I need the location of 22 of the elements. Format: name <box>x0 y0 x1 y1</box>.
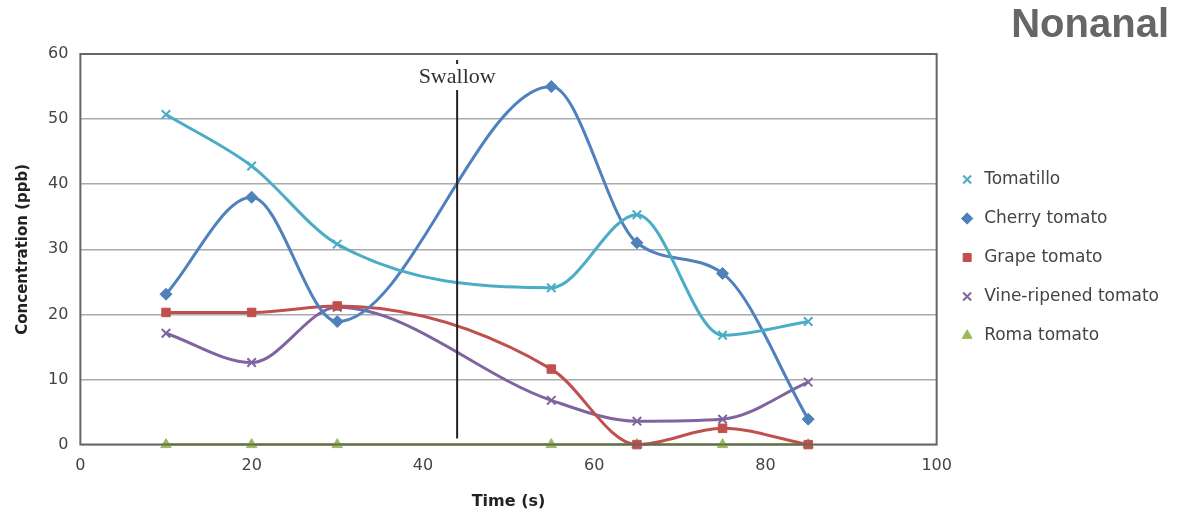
y-tick-label: 30 <box>48 238 69 258</box>
ref-line-label: Swallow <box>418 62 496 88</box>
x-axis-title: Time (s) <box>471 490 546 510</box>
y-tick-label: 60 <box>48 43 69 63</box>
y-tick-label: 20 <box>48 303 69 323</box>
legend-label: Vine-ripened tomato <box>984 284 1160 305</box>
legend-label: Grape tomato <box>984 245 1103 266</box>
x-tick-label: 100 <box>921 455 952 475</box>
x-tick-label: 0 <box>75 455 86 475</box>
y-tick-label: 10 <box>48 368 69 388</box>
y-axis-title: Concentration (ppb) <box>12 163 31 335</box>
text: Nonanal <box>1011 1 1169 46</box>
legend-label: Cherry tomato <box>984 206 1108 227</box>
x-tick-label: 60 <box>583 455 605 475</box>
legend-label: Tomatillo <box>983 167 1061 188</box>
legend-label: Roma tomato <box>984 323 1100 344</box>
y-tick-label: 40 <box>48 173 69 193</box>
y-tick-label: 50 <box>48 108 69 128</box>
x-tick-label: 40 <box>412 455 434 475</box>
x-tick-label: 80 <box>755 455 776 475</box>
x-tick-label: 20 <box>241 455 262 475</box>
y-tick-label: 0 <box>58 433 69 453</box>
